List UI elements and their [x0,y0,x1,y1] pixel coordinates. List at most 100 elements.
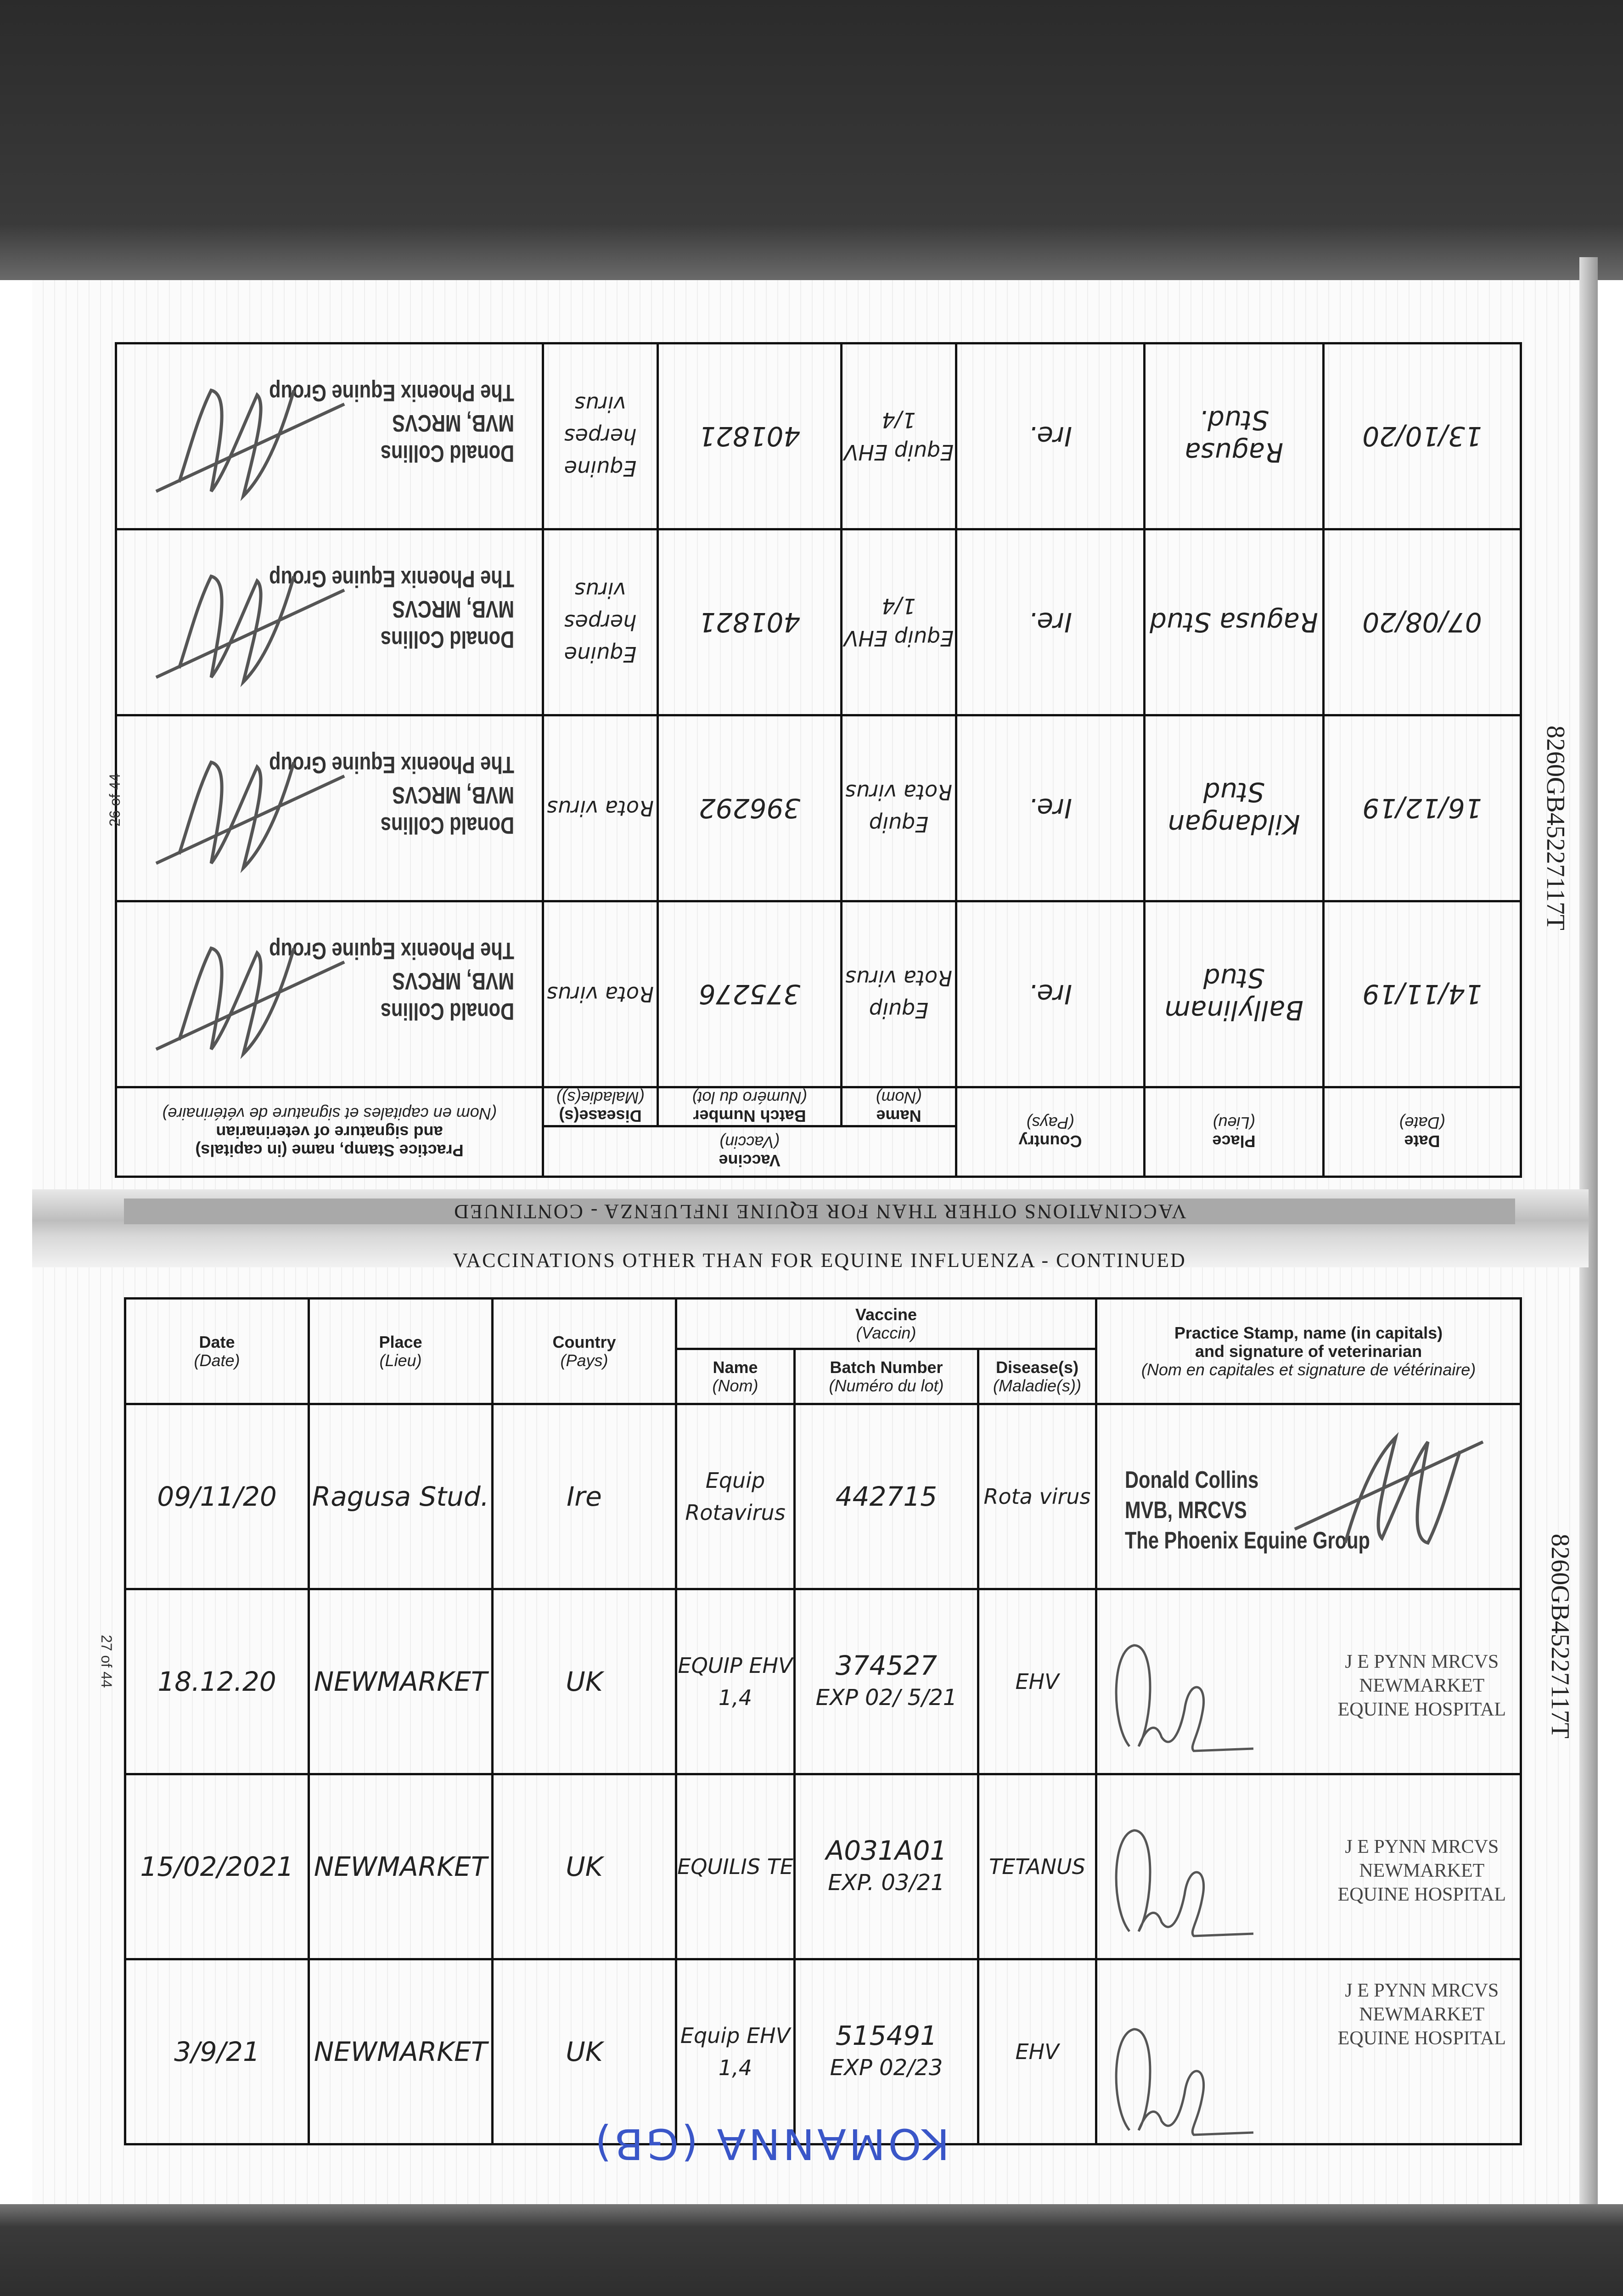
cell-batch-number: 375276 [657,901,842,1087]
batch-number: 374527 [835,1650,938,1681]
cell-batch-number: 374527 EXP 02/ 5/21 [793,1588,979,1775]
table-row: 13/10/20 Ragusa Stud. Ire. Equip EHV 1/4 401… [116,343,1521,529]
cell-diseases: Rota virus [543,715,658,901]
cell-place: Ragusa Stud. [308,1403,494,1590]
cell-country: UK [491,1958,677,2145]
batch-number: 375276 [698,979,801,1010]
table-row: 15/02/2021 NEWMARKET UK EQUILIS TE A031A01 EX… [124,1773,1522,1960]
cell-place: NEWMARKET [308,1958,494,2145]
cell-date: 18.12.20 [124,1588,310,1775]
col-stamp: Practice Stamp, name (in capitals) and si… [1095,1297,1522,1405]
cell-date: 3/9/21 [124,1958,310,2145]
veterinarian-signature [155,760,345,873]
cell-country: Ire. [956,343,1145,529]
table-row: 16/12/19 Kildangan Stud Ire. Equip Rota vir… [116,715,1521,901]
cell-date: 16/12/19 [1323,715,1521,901]
cell-vaccine-name: EQUIP EHV 1,4 [675,1588,796,1775]
col-place: Place (Lieu) [1144,1087,1324,1177]
col-vaccine-name: Name (Nom) [675,1348,796,1405]
veterinarian-signature [1115,1644,1254,1752]
col-date: Date (Date) [1323,1087,1521,1177]
col-country: Country (Pays) [491,1297,677,1405]
col-batch-number: Batch Number (Numéro du lot) [793,1348,979,1405]
batch-expiry: EXP. 03/21 [828,1870,945,1896]
cell-practice-stamp: Donald Collins MVB, MRCVS The Phoenix Equi… [116,901,543,1087]
cell-practice-stamp: Donald Collins MVB, MRCVS The Phoenix Equi… [116,343,543,529]
col-vaccine: Vaccine (Vaccin) [543,1126,956,1177]
cell-diseases: EHV [977,1588,1098,1775]
cell-diseases: EHV [977,1958,1098,2145]
vaccination-table-upper: Date (Date) Place (Lieu) Country (Pays) Vaccin… [115,342,1522,1178]
col-diseases: Disease(s) (Maladie(s)) [977,1348,1098,1405]
col-date: Date (Date) [124,1297,310,1405]
veterinarian-signature [1115,2028,1254,2136]
cell-diseases: Equine herpes virus [543,343,658,529]
col-vaccine-name: Name (Nom) [841,1087,956,1126]
cell-batch-number: A031A01 EXP. 03/21 [793,1773,979,1960]
veterinarian-signature [155,388,345,501]
col-vaccine: Vaccine (Vaccin) [674,1297,1098,1350]
cell-date: 14/11/19 [1323,901,1521,1087]
practice-stamp: J E PYNN MRCVS NEWMARKET EQUINE HOSPITAL [1337,1836,1506,1905]
cell-practice-stamp: J E PYNN MRCVS NEWMARKET EQUINE HOSPITAL [1095,1588,1522,1775]
cell-diseases: Equine herpes virus [543,529,658,715]
cell-vaccine-name: Equip Rotavirus [675,1403,796,1590]
cell-vaccine-name: EQUILIS TE [675,1773,796,1960]
cell-place: NEWMARKET [308,1588,494,1775]
batch-number: 401821 [698,421,801,452]
vaccination-table-lower: Date (Date) Place (Lieu) Country (Pays) Vaccin… [124,1297,1522,2145]
cell-vaccine-name: Equip EHV 1/4 [841,343,956,529]
cell-vaccine-name: Equip EHV 1/4 [841,529,956,715]
page-number-right: 27 of 44 [98,1635,115,1688]
cell-vaccine-name: Equip Rota virus [841,715,956,901]
page-number-left: 26 of 44 [107,773,123,827]
cell-place: Ragusa Stud. [1144,343,1324,529]
table-row: 18.12.20 NEWMARKET UK EQUIP EHV 1,4 374527 EX… [124,1588,1522,1775]
cell-date: 07/08/20 [1323,529,1521,715]
col-batch-number: Batch Number (Numéro du lot) [657,1087,842,1126]
batch-number: 515491 [835,2020,938,2051]
batch-number: 396292 [698,793,801,824]
scanner-border-bottom [0,2204,1623,2296]
handwritten-horse-name: KOMANNA (GB) [592,2119,950,2168]
cell-practice-stamp: Donald Collins MVB, MRCVS The Phoenix Equi… [1095,1403,1522,1590]
cell-batch-number: 401821 [657,529,842,715]
cell-date: 15/02/2021 [124,1773,310,1960]
batch-number: 401821 [698,607,801,638]
batch-expiry: EXP 02/ 5/21 [815,1685,957,1711]
cell-country: Ire [491,1403,677,1590]
cell-vaccine-name: Equip EHV 1,4 [675,1958,796,2145]
cell-diseases: Rota virus [543,901,658,1087]
cell-place: Ballylinam Stud [1144,901,1324,1087]
cell-vaccine-name: Equip Rota virus [841,901,956,1087]
section-title-upper: VACCINATIONS OTHER THAN FOR EQUINE INFLU… [124,1199,1515,1224]
batch-expiry: EXP 02/23 [830,2055,943,2081]
practice-stamp: J E PYNN MRCVS NEWMARKET EQUINE HOSPITAL [1337,1980,1506,2049]
cell-place: NEWMARKET [308,1773,494,1960]
cell-practice-stamp: J E PYNN MRCVS NEWMARKET EQUINE HOSPITAL [1095,1958,1522,2145]
cell-country: UK [491,1588,677,1775]
cell-country: Ire. [956,715,1145,901]
table-row: 09/11/20 Ragusa Stud. Ire Equip Rotavirus 44… [124,1403,1522,1590]
cell-batch-number: 442715 [793,1403,979,1590]
col-country: Country (Pays) [956,1087,1145,1177]
practice-stamp: Donald Collins MVB, MRCVS The Phoenix Equi… [1125,1467,1370,1554]
table-row: 3/9/21 NEWMARKET UK Equip EHV 1,4 515491 EXP … [124,1958,1522,2145]
table-row: 07/08/20 Ragusa Stud Ire. Equip EHV 1/4 4018… [116,529,1521,715]
cell-date: 13/10/20 [1323,343,1521,529]
cell-country: Ire. [956,901,1145,1087]
cell-diseases: Rota virus [977,1403,1098,1590]
horse-id-upper: 8260GB45227117T [1541,726,1570,930]
cell-date: 09/11/20 [124,1403,310,1590]
cell-batch-number: 401821 [657,343,842,529]
cell-country: Ire. [956,529,1145,715]
scanner-border-top [0,0,1623,280]
cell-practice-stamp: Donald Collins MVB, MRCVS The Phoenix Equi… [116,715,543,901]
practice-stamp: J E PYNN MRCVS NEWMARKET EQUINE HOSPITAL [1337,1651,1506,1720]
batch-number: A031A01 [826,1835,947,1866]
batch-number: 442715 [835,1481,938,1512]
col-stamp: Practice Stamp, name (in capitals) and si… [116,1087,543,1177]
cell-place: Ragusa Stud [1144,529,1324,715]
cell-country: UK [491,1773,677,1960]
cell-batch-number: 515491 EXP 02/23 [793,1958,979,2145]
